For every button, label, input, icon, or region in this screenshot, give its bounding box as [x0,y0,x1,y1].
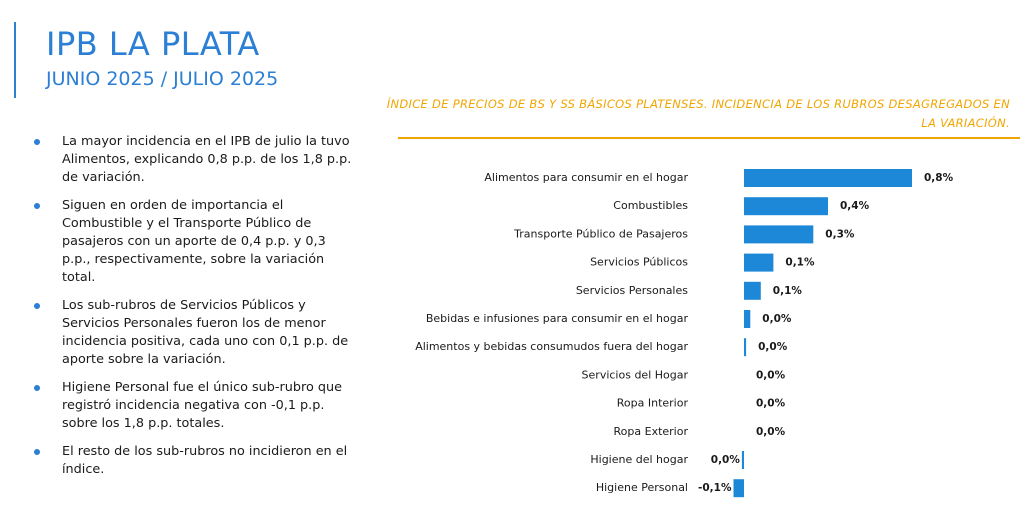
value-label: 0,0% [758,341,788,353]
bullet-list: La mayor incidencia en el IPB de julio l… [28,133,358,489]
bar [744,169,912,187]
bar [744,310,751,328]
category-label: Bebidas e infusiones para consumir en el… [426,312,689,325]
value-label: 0,1% [773,285,803,297]
bullet-item: Siguen en orden de importancia el Combus… [28,197,358,287]
bar [744,225,814,244]
value-label: 0,0% [756,398,786,410]
category-label: Servicios Públicos [590,256,688,269]
bullet-text: Siguen en orden de importancia el Combus… [62,198,326,285]
bar [744,338,747,357]
bullet-text: La mayor incidencia en el IPB de julio l… [62,134,352,185]
value-label: 0,0% [756,369,786,381]
category-label: Alimentos para consumir en el hogar [484,171,688,184]
value-label: -0,1% [698,482,732,494]
category-label: Servicios Personales [576,284,688,297]
category-label: Servicios del Hogar [582,368,689,381]
category-label: Combustibles [613,199,688,212]
chart-title-rule [398,137,1020,139]
value-label: 0,0% [711,454,741,466]
bullet-text: Higiene Personal fue el único sub-rubro … [62,380,343,431]
bullet-item: Higiene Personal fue el único sub-rubro … [28,379,358,433]
bullet-dot-icon [34,203,40,209]
bar [744,281,761,300]
bullet-dot-icon [34,385,40,391]
value-label: 0,3% [825,228,855,240]
category-label: Alimentos y bebidas consumudos fuera del… [415,340,688,353]
page-subtitle: JUNIO 2025 / JULIO 2025 [46,68,279,90]
category-label: Ropa Interior [617,397,689,410]
category-label: Higiene Personal [596,481,688,494]
bar [744,197,828,216]
chart-title: ÍNDICE DE PRECIOS DE BS Y SS BÁSICOS PLA… [386,97,1010,130]
bullet-item: Los sub-rubros de Servicios Públicos y S… [28,297,358,369]
category-label: Ropa Exterior [614,425,689,438]
bar [741,451,744,469]
value-label: 0,0% [762,313,792,325]
bullet-text: Los sub-rubros de Servicios Públicos y S… [62,298,349,367]
title-accent-bar [14,22,16,98]
bullet-dot-icon [34,139,40,145]
page-title: IPB LA PLATA [46,25,260,63]
bullet-item: El resto de los sub-rubros no incidieron… [28,443,358,479]
category-label: Transporte Público de Pasajeros [513,227,688,240]
bullet-dot-icon [34,303,40,309]
value-label: 0,0% [756,426,786,438]
category-label: Higiene del hogar [590,453,688,466]
bullet-dot-icon [34,449,40,455]
value-label: 0,8% [924,172,954,184]
bar [744,253,774,272]
value-label: 0,4% [840,200,870,212]
value-label: 0,1% [785,257,815,269]
bullet-text: El resto de los sub-rubros no incidieron… [62,444,348,477]
bullet-item: La mayor incidencia en el IPB de julio l… [28,133,358,187]
bar [733,479,744,498]
